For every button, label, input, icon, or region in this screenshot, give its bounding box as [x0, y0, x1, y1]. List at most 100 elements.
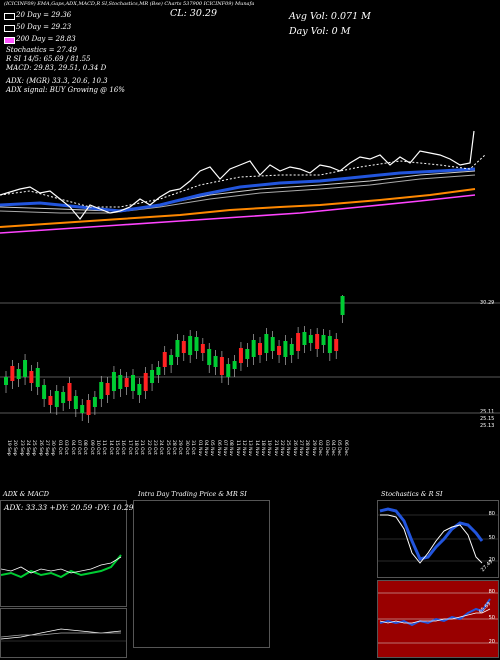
candle-body — [321, 335, 326, 345]
date-label: 04 Oct — [69, 440, 75, 455]
candle-body — [327, 336, 332, 353]
date-label: 28 Oct — [171, 440, 177, 455]
date-label: 14 Nov — [253, 440, 259, 456]
date-label: 07 Oct — [75, 440, 81, 455]
candle-body — [131, 375, 135, 391]
rsi-white-line — [379, 608, 491, 624]
date-label: 25 Sep — [31, 440, 37, 456]
date-label: 19 Sep — [6, 440, 11, 456]
adx-chart — [1, 554, 122, 579]
candle-body — [169, 355, 174, 365]
macd-white-line — [1, 628, 122, 640]
candle-body — [67, 383, 72, 401]
candle-body — [340, 296, 345, 315]
candle-body — [162, 352, 167, 367]
candle-body — [238, 348, 243, 363]
candle-body — [99, 382, 104, 399]
adx-green-line — [1, 554, 122, 579]
date-label: 22 Nov — [279, 440, 285, 456]
candle-body — [251, 340, 256, 357]
rsi-scale-20: 20 — [488, 639, 495, 645]
candle-body — [277, 346, 282, 355]
date-label: 07 Nov — [221, 440, 227, 456]
candle-body — [194, 337, 199, 351]
rsi-scale-80: 80 — [488, 589, 495, 595]
candle-body — [296, 333, 301, 351]
candle-body — [35, 368, 40, 387]
stoch-scale-80: 80 — [488, 511, 495, 517]
date-label: 24 Sep — [25, 440, 31, 456]
candle-body — [48, 396, 53, 405]
ema200-orange-line — [0, 188, 476, 228]
candle-body — [4, 377, 8, 385]
price-label-low-3: 25.13 — [480, 423, 495, 429]
date-label: 11 Oct — [101, 440, 107, 455]
candle-body — [80, 405, 85, 413]
candle-body — [270, 337, 275, 351]
candle-body — [264, 334, 269, 353]
candle-body — [283, 341, 288, 357]
rsi-scale-50: 50 — [488, 615, 495, 621]
date-label: 17 Oct — [126, 440, 132, 455]
date-label: 08 Nov — [228, 440, 234, 456]
price-label-low-2: 25.15 — [480, 416, 495, 422]
date-label: 13 Nov — [247, 440, 253, 456]
date-label: 26 Nov — [291, 440, 297, 456]
rsi-chart — [378, 592, 498, 644]
date-label: 31 Oct — [190, 440, 196, 455]
intraday-panel — [133, 500, 270, 648]
candle-body — [226, 364, 231, 377]
chart-top-line: (ICICINF09) EMA,Gaps,ADX,MACD,R SI,Stoch… — [4, 1, 255, 7]
stochastics-panel: 80 50 20 27.49 — [377, 500, 499, 578]
price-label-low-1: 25.11 — [480, 409, 495, 415]
date-label: 02 Dec — [317, 440, 323, 456]
date-axis: 19 Sep 20 Sep 23 Sep 24 Sep 25 Sep 26 Sep 27 S… — [0, 440, 500, 485]
ema-line-chart — [0, 130, 486, 234]
ema200-label: 200 Day = 28.83 — [16, 35, 76, 43]
close-price-label: CL: 30.29 — [170, 8, 217, 19]
stoch-white-line — [380, 514, 483, 564]
macd-label: MACD: 29.83, 29.51, 0.34 D — [6, 64, 107, 72]
date-label: 11 Nov — [234, 440, 240, 456]
date-label: 21 Nov — [272, 440, 278, 456]
date-label: 05 Nov — [209, 440, 215, 456]
ema50-label: 50 Day = 29.23 — [16, 23, 72, 31]
candle-body — [23, 360, 28, 377]
date-label: 29 Nov — [310, 440, 316, 456]
date-label: 03 Oct — [63, 440, 69, 455]
date-label: 10 Oct — [94, 440, 100, 455]
intraday-panel-title: Intra Day Trading Price & MR SI — [138, 490, 247, 498]
adx-panel-title: ADX & MACD — [3, 490, 49, 498]
candle-body — [302, 332, 307, 345]
date-label: 23 Oct — [152, 440, 158, 455]
ema20-dotted-line — [0, 154, 486, 208]
date-label: 28 Nov — [304, 440, 310, 456]
candle-body — [175, 340, 180, 357]
adx-panel: ADX: 33.33 +DY: 20.59 -DY: 10.29 — [0, 500, 134, 607]
date-label: 20 Sep — [12, 440, 18, 456]
stochastics-label: Stochastics = 27.49 — [6, 46, 77, 54]
macd-panel — [0, 608, 127, 658]
adx-white-line — [1, 556, 122, 574]
ema-grey-line-2 — [0, 170, 476, 212]
stoch-panel-title: Stochastics & R SI — [381, 490, 443, 498]
candle-body — [181, 341, 186, 353]
candle-body — [219, 357, 224, 375]
ema50-line — [0, 167, 476, 213]
ema50-swatch — [4, 25, 15, 32]
ema200-line — [0, 194, 476, 234]
candle-body — [16, 369, 21, 379]
candle-body — [188, 336, 193, 355]
date-label: 06 Nov — [215, 440, 221, 456]
day-volume-label: Day Vol: 0 M — [289, 26, 351, 37]
date-label: 05 Dec — [336, 440, 342, 456]
ema200-swatch — [4, 37, 15, 44]
date-label: 18 Oct — [133, 440, 138, 455]
date-label: 22 Oct — [145, 440, 151, 455]
stoch-blue-line — [379, 507, 484, 561]
candle-body — [54, 391, 59, 407]
avg-volume-label: Avg Vol: 0.071 M — [289, 11, 371, 22]
date-label: 14 Oct — [107, 440, 113, 455]
date-label: 27 Sep — [44, 440, 50, 456]
date-label: 01 Nov — [196, 440, 202, 456]
